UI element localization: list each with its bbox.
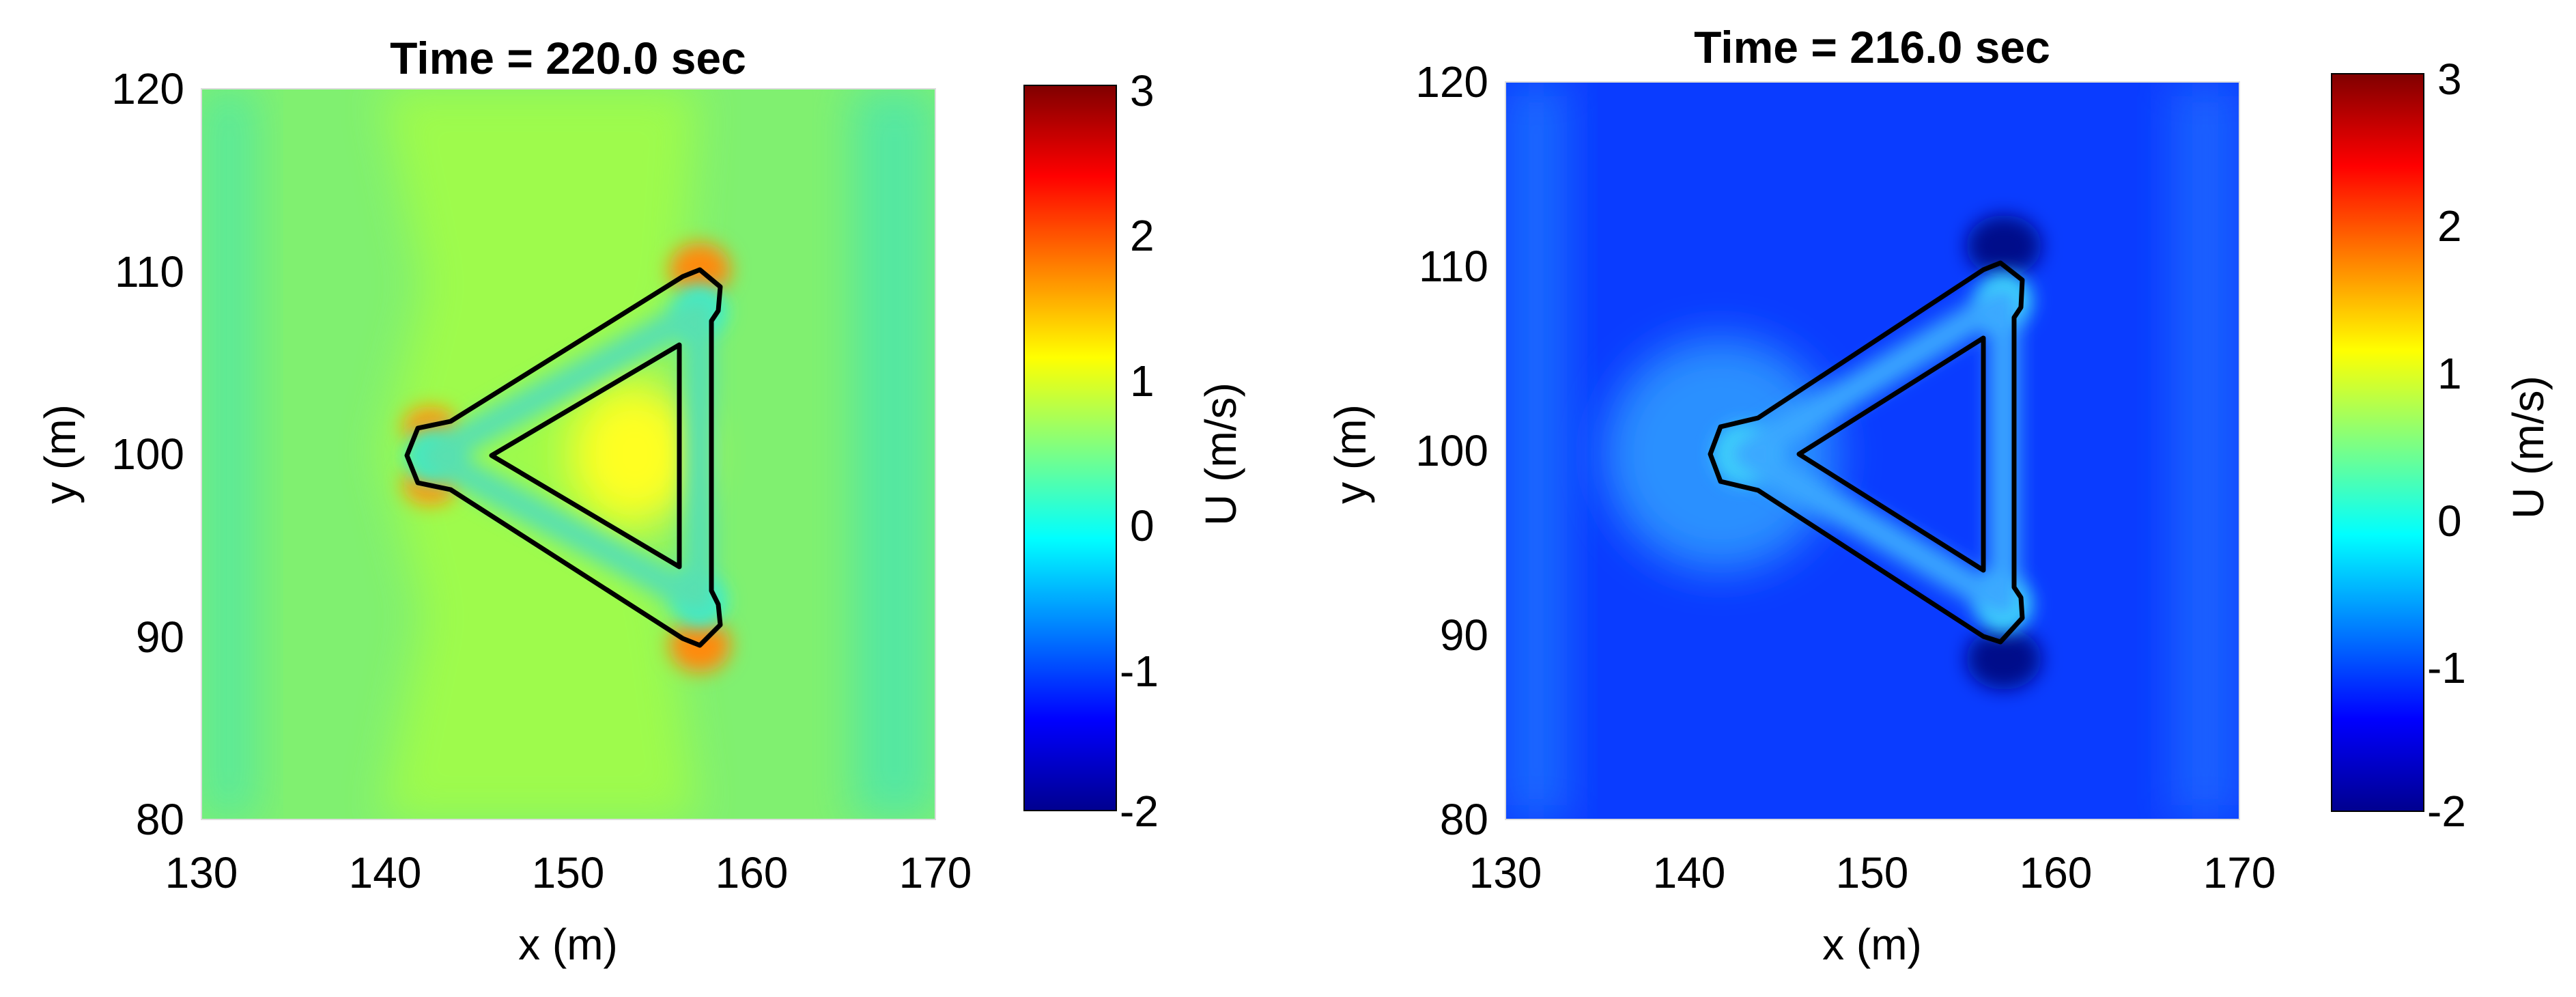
- panel-right-cbar-tick-m1: -1: [2427, 643, 2466, 692]
- panel-right-inner-outline: [1796, 335, 1986, 573]
- panel-left-structure-band: [416, 296, 715, 616]
- panel-left-xtick-130: 130: [165, 848, 238, 897]
- panel-right-xtick-160: 160: [2020, 848, 2093, 897]
- panel-left-xtick-150: 150: [532, 848, 605, 897]
- panel-left-xtick-160: 160: [716, 848, 789, 897]
- panel-left-interior-yellow: [570, 382, 700, 526]
- panel-right: Time = 216.0 sec 120 110 100 90 80: [1326, 22, 2553, 969]
- panel-right-xticks: 130 140 150 160 170: [1469, 848, 2276, 897]
- panel-left-xlabel: x (m): [518, 920, 618, 969]
- panel-right-colorbar-gradient: [2331, 73, 2424, 812]
- panel-right-colorbar: 3 2 1 0 -1 -2 U (m/s): [2331, 55, 2553, 836]
- panel-right-right-streak: [2171, 82, 2239, 819]
- panel-left-cbar-tick-m2: -2: [1120, 787, 1159, 836]
- panel-right-outer-outline: [1708, 260, 2025, 645]
- panel-left-outer-outline: [404, 267, 723, 648]
- panel-left-ytick-120: 120: [111, 64, 184, 113]
- panel-left-plot-frame: [201, 88, 936, 820]
- panel-left-colorbar-gradient: [1023, 85, 1117, 811]
- panel-right-ytick-80: 80: [1440, 795, 1488, 844]
- panel-right-xtick-130: 130: [1469, 848, 1542, 897]
- panel-left-xticks: 130 140 150 160 170: [165, 848, 972, 897]
- panel-right-structure-band: [1729, 285, 2019, 619]
- panel-right-ytick-100: 100: [1415, 426, 1488, 475]
- panel-left-ytick-80: 80: [136, 795, 184, 844]
- panel-right-xtick-170: 170: [2203, 848, 2276, 897]
- panel-right-cbar-tick-m2: -2: [2427, 787, 2466, 836]
- panel-left-xtick-170: 170: [899, 848, 972, 897]
- panel-right-xtick-150: 150: [1836, 848, 1909, 897]
- panel-right-cbar-tick-0: 0: [2437, 496, 2462, 546]
- panel-right-heatmap: [1505, 82, 2239, 819]
- panel-right-cbar-tick-1: 1: [2437, 349, 2462, 398]
- panel-left-wake-band: [382, 89, 696, 819]
- panel-left: Time = 220.0 sec: [36, 33, 1245, 969]
- panel-right-cbar-label: U (m/s): [2504, 376, 2553, 519]
- panel-right-ylabel: y (m): [1326, 404, 1375, 504]
- panel-left-cbar-tick-2: 2: [1130, 211, 1155, 260]
- panel-left-cbar-tick-0: 0: [1130, 501, 1155, 550]
- panel-right-cbar-tick-3: 3: [2437, 55, 2462, 104]
- panel-left-ytick-100: 100: [111, 430, 184, 479]
- panel-left-heatmap: [201, 89, 935, 819]
- panel-left-yticks: 120 110 100 90 80: [111, 64, 184, 844]
- panel-right-xlabel: x (m): [1822, 920, 1922, 969]
- panel-right-ytick-90: 90: [1440, 610, 1488, 660]
- panel-right-ytick-110: 110: [1419, 242, 1488, 291]
- panel-right-ytick-120: 120: [1415, 57, 1488, 107]
- panel-left-cbar-tick-m1: -1: [1120, 647, 1159, 696]
- panel-left-left-streak: [201, 89, 256, 819]
- panel-right-title: Time = 216.0 sec: [1694, 22, 2050, 72]
- panel-right-yticks: 120 110 100 90 80: [1415, 57, 1488, 844]
- panel-left-cbar-label: U (m/s): [1196, 382, 1245, 526]
- panel-left-xtick-140: 140: [349, 848, 422, 897]
- panel-left-right-streak: [853, 89, 935, 819]
- panel-left-ytick-110: 110: [115, 247, 184, 296]
- panel-right-plot-frame: [1505, 81, 2240, 820]
- panel-right-cbar-tick-2: 2: [2437, 201, 2462, 251]
- panel-right-xtick-140: 140: [1653, 848, 1726, 897]
- panel-left-cbar-tick-1: 1: [1130, 356, 1155, 406]
- panel-left-inner-outline: [489, 342, 682, 570]
- panel-left-colorbar: 3 2 1 0 -1 -2 U (m/s): [1023, 66, 1245, 836]
- panel-right-left-streak: [1505, 82, 1567, 819]
- panel-left-title: Time = 220.0 sec: [390, 33, 746, 83]
- panel-left-ytick-90: 90: [136, 613, 184, 662]
- panel-left-cbar-tick-3: 3: [1130, 66, 1155, 115]
- panel-left-ylabel: y (m): [36, 404, 85, 504]
